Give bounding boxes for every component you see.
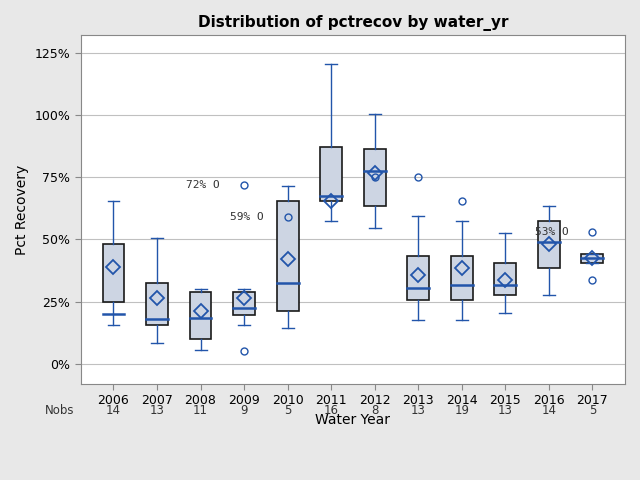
Text: 14: 14 [106, 404, 121, 417]
Text: 5: 5 [284, 404, 291, 417]
Bar [451, 255, 472, 300]
Bar [102, 244, 124, 301]
Title: Distribution of pctrecov by water_yr: Distribution of pctrecov by water_yr [198, 15, 508, 31]
Text: 13: 13 [150, 404, 164, 417]
Text: 13: 13 [411, 404, 426, 417]
Bar [495, 263, 516, 295]
Text: 19: 19 [454, 404, 469, 417]
Text: 9: 9 [241, 404, 248, 417]
Text: 72% O: 72% O [186, 180, 220, 190]
Bar [276, 201, 298, 312]
Text: 5: 5 [589, 404, 596, 417]
Text: 59% O: 59% O [230, 212, 264, 222]
X-axis label: Water Year: Water Year [316, 413, 390, 427]
Bar [538, 221, 560, 268]
Bar [364, 148, 385, 206]
Y-axis label: Pct Recovery: Pct Recovery [15, 164, 29, 254]
Text: 53% O: 53% O [534, 227, 568, 237]
Text: 16: 16 [324, 404, 339, 417]
Bar [146, 283, 168, 325]
Bar [189, 291, 211, 339]
Text: 14: 14 [541, 404, 556, 417]
Bar [407, 255, 429, 300]
Text: 11: 11 [193, 404, 208, 417]
Bar [320, 147, 342, 201]
Text: Nobs: Nobs [45, 404, 74, 417]
Text: 8: 8 [371, 404, 378, 417]
Bar [582, 254, 604, 263]
Bar [233, 291, 255, 315]
Text: 13: 13 [498, 404, 513, 417]
